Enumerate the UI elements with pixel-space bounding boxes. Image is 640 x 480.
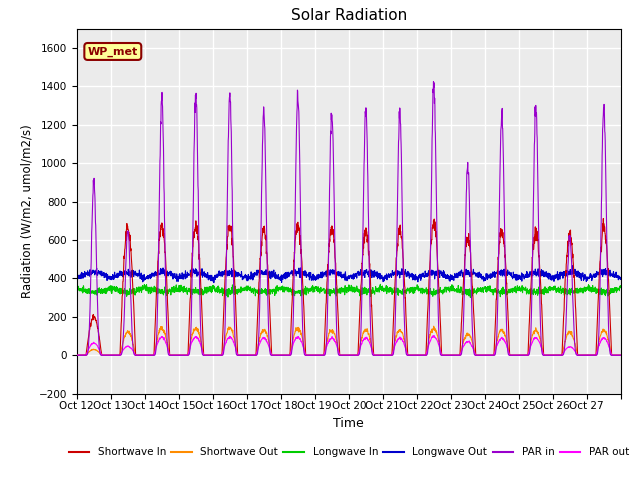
- Text: WP_met: WP_met: [88, 47, 138, 57]
- Legend: Shortwave In, Shortwave Out, Longwave In, Longwave Out, PAR in, PAR out: Shortwave In, Shortwave Out, Longwave In…: [65, 443, 633, 461]
- Title: Solar Radiation: Solar Radiation: [291, 9, 407, 24]
- X-axis label: Time: Time: [333, 417, 364, 430]
- Y-axis label: Radiation (W/m2, umol/m2/s): Radiation (W/m2, umol/m2/s): [20, 124, 33, 298]
